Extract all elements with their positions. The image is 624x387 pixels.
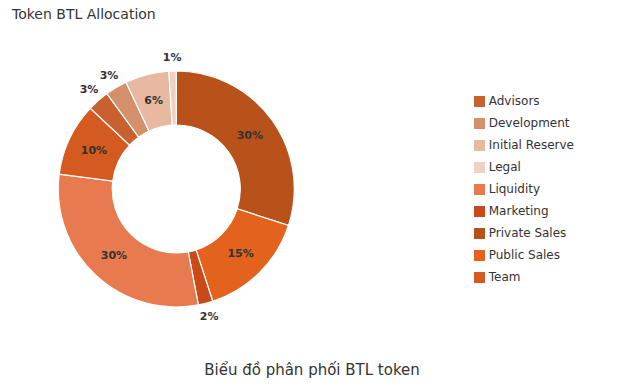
html-text:Advisors: Advisors [488, 94, 540, 108]
html-text:Token BTL Allocation: Token BTL Allocation [12, 6, 156, 22]
html-text:Private Sales: Private Sales [488, 226, 567, 240]
html-text:Biểu đồ phân phối BTL token: Biểu đồ phân phối BTL token [204, 360, 420, 379]
svg-text:2%: 2% [200, 310, 219, 323]
svg-text:1%: 1% [163, 51, 182, 64]
svg-text:6%: 6% [144, 94, 163, 107]
html-text:Initial Reserve: Initial Reserve [488, 138, 574, 152]
html-text:Public Sales: Public Sales [488, 248, 560, 262]
html-text:Liquidity: Liquidity [488, 182, 541, 196]
html-text:Legal: Legal [488, 160, 521, 174]
svg-text:30%: 30% [101, 249, 127, 262]
svg-text:3%: 3% [80, 83, 99, 96]
svg-text:15%: 15% [227, 247, 253, 260]
svg-text:30%: 30% [237, 129, 263, 142]
html-text:Marketing: Marketing [488, 204, 549, 218]
html-text:Development: Development [488, 116, 570, 130]
svg-text:3%: 3% [100, 69, 119, 82]
html-text:Team: Team [488, 270, 521, 284]
svg-text:10%: 10% [81, 144, 107, 157]
